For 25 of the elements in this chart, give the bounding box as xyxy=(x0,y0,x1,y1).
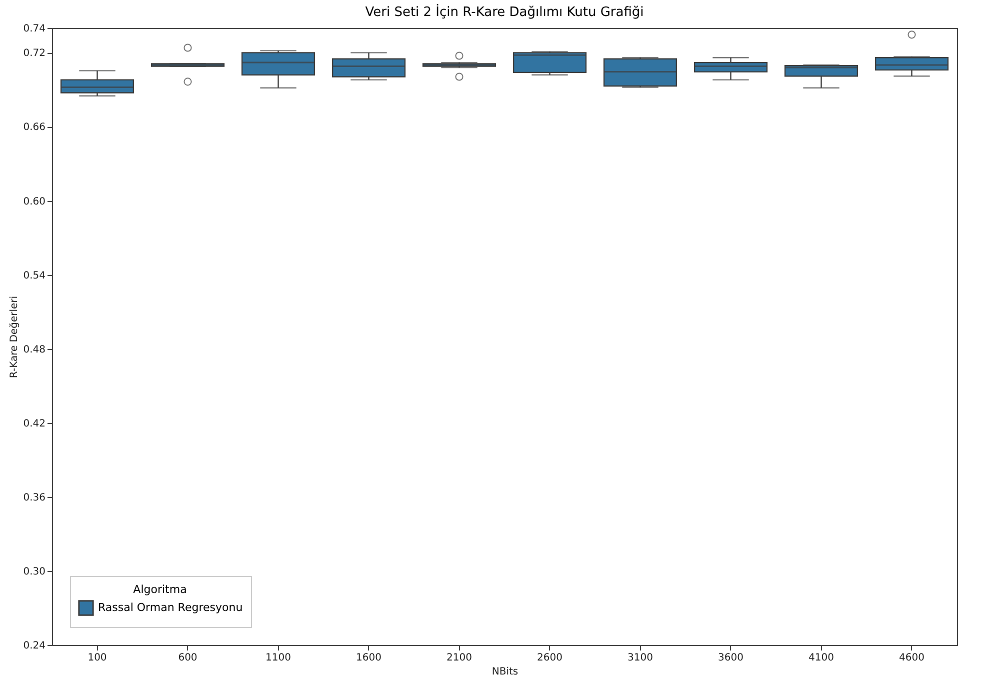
y-tick-label: 0.60 xyxy=(23,196,46,208)
y-tick-label: 0.66 xyxy=(23,122,46,134)
x-tick-label: 1600 xyxy=(356,652,382,664)
x-tick-label: 600 xyxy=(178,652,198,664)
y-tick-label: 0.54 xyxy=(23,270,46,282)
x-tick-label: 1100 xyxy=(266,652,291,664)
y-axis-title: R-Kare Değerleri xyxy=(9,296,20,378)
chart-title: Veri Seti 2 İçin R-Kare Dağılımı Kutu Grafiği xyxy=(365,4,644,20)
x-tick-label: 100 xyxy=(88,652,107,664)
x-tick-label: 4100 xyxy=(808,652,834,664)
y-tick-label: 0.30 xyxy=(23,566,46,578)
y-tick-label: 0.36 xyxy=(23,492,46,504)
x-tick-label: 2600 xyxy=(537,652,562,664)
y-tick-label: 0.74 xyxy=(23,24,46,34)
x-axis-title: NBits xyxy=(492,666,518,678)
legend-title: Algoritma xyxy=(133,583,187,596)
legend-label: Rassal Orman Regresyonu xyxy=(98,601,243,614)
x-tick-label: 3100 xyxy=(628,652,653,664)
x-tick-label: 3600 xyxy=(718,652,744,664)
y-tick-label: 0.24 xyxy=(23,640,46,652)
x-tick-label: 2100 xyxy=(446,652,472,664)
y-tick-label: 0.42 xyxy=(23,418,46,430)
y-tick-label: 0.48 xyxy=(23,344,46,356)
x-tick-label: 4600 xyxy=(899,652,924,664)
y-tick-label: 0.72 xyxy=(23,48,46,60)
